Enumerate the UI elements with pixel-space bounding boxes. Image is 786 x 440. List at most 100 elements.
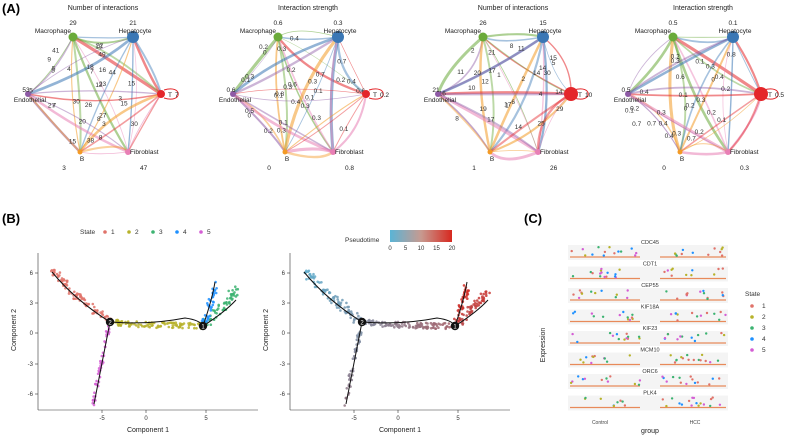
cell-point xyxy=(312,273,315,276)
edge-label: 0.2 xyxy=(707,109,716,116)
edge-label: 14 xyxy=(555,89,563,96)
cell-point xyxy=(81,298,84,301)
edge-label: 0.7 xyxy=(337,59,346,66)
state-legend-item-5: 5 xyxy=(199,229,211,236)
expression-point xyxy=(681,403,683,405)
edge-label: 0.1 xyxy=(695,59,704,66)
cell-point xyxy=(53,271,56,274)
panel-label-b: (B) xyxy=(2,211,20,226)
edge-label: 5 xyxy=(52,65,56,72)
pseudotime-legend-title: Pseudotime xyxy=(345,237,380,244)
cell-point xyxy=(191,323,194,326)
svg-text:2: 2 xyxy=(135,229,139,236)
node-value: 0.6 xyxy=(273,20,282,27)
panel-a-networks: Number of interactions412682716915202738… xyxy=(14,5,785,172)
cell-point xyxy=(210,306,213,309)
network-2: Interaction strength0.70.40.30.30.30.20.… xyxy=(219,5,390,172)
edge-label: 0.2 xyxy=(264,128,273,135)
expression-point xyxy=(627,289,629,291)
cell-point xyxy=(93,391,96,394)
expression-point xyxy=(618,269,620,271)
cell-point xyxy=(339,309,342,312)
expression-point xyxy=(687,359,689,361)
expression-point xyxy=(685,383,687,385)
cell-point xyxy=(480,293,483,296)
expression-point xyxy=(591,312,593,314)
expression-point xyxy=(600,268,602,270)
cell-point xyxy=(393,326,396,329)
y-tick: -6 xyxy=(280,392,286,398)
cell-point xyxy=(188,324,191,327)
cell-point xyxy=(336,298,339,301)
edge-label: 30 xyxy=(543,70,551,77)
expression-point xyxy=(594,292,596,294)
cell-point xyxy=(467,293,470,296)
cell-point xyxy=(485,290,488,293)
expression-point xyxy=(615,296,617,298)
cell-point xyxy=(187,326,190,329)
expression-point xyxy=(699,359,701,361)
expression-point xyxy=(576,341,578,343)
expression-point xyxy=(661,376,663,378)
edge-label: 0.4 xyxy=(715,74,724,81)
network-edge xyxy=(680,144,728,152)
cell-point xyxy=(473,300,476,303)
node-value: 26 xyxy=(479,20,487,27)
cell-point xyxy=(433,322,436,325)
network-edge xyxy=(80,152,128,154)
x-tick: -5 xyxy=(351,416,357,422)
edge-label: 0.4 xyxy=(640,89,649,96)
edge-label: 9 xyxy=(47,57,51,64)
expression-point xyxy=(601,379,603,381)
pseudo-branch-point-1: 1 xyxy=(451,322,459,331)
network-edge xyxy=(680,152,728,154)
edge-label: 21 xyxy=(488,50,496,57)
node-value: 15 xyxy=(539,20,547,27)
state-legend-item-3: 3 xyxy=(151,229,163,236)
expression-point xyxy=(578,297,580,299)
cell-point xyxy=(164,323,167,326)
node-label: B xyxy=(680,156,684,163)
cell-point xyxy=(417,324,420,327)
svg-text:4: 4 xyxy=(183,229,187,236)
cell-point xyxy=(84,299,87,302)
gene-row-plk4: PLK4 xyxy=(568,391,728,411)
expression-xlabel: group xyxy=(641,428,659,435)
network-edge xyxy=(73,37,133,38)
cell-point xyxy=(476,299,479,302)
x-tick: 5 xyxy=(204,416,208,422)
edge-label: 25 xyxy=(537,120,545,127)
edge-label: 20 xyxy=(79,119,87,126)
expression-point xyxy=(584,397,586,399)
cell-point xyxy=(479,301,482,304)
expression-point xyxy=(691,378,693,380)
cell-point xyxy=(159,325,162,328)
cell-point xyxy=(93,306,96,309)
cell-point xyxy=(235,288,238,291)
node-value: 26 xyxy=(550,165,558,172)
group-label-hcc: HCC xyxy=(690,420,701,426)
cell-point xyxy=(170,322,173,325)
edge-label: 7 xyxy=(52,103,56,110)
node-label: Hepatocyte xyxy=(719,28,752,35)
cell-point xyxy=(105,330,108,333)
expression-point xyxy=(639,379,641,381)
expression-point xyxy=(625,337,627,339)
expression-point xyxy=(618,338,620,340)
cell-point xyxy=(210,323,213,326)
expression-point xyxy=(690,375,692,377)
network-edge xyxy=(728,94,761,152)
cell-point xyxy=(231,289,234,292)
expression-point xyxy=(699,291,701,293)
expression-point xyxy=(686,294,688,296)
pseudotime-tick: 0 xyxy=(388,246,392,252)
expression-point xyxy=(706,298,708,300)
cell-point xyxy=(97,370,100,373)
gene-row-cdt1: CDT1 xyxy=(568,262,728,282)
expression-point xyxy=(572,275,574,277)
x-tick: 5 xyxy=(456,416,460,422)
expression-point xyxy=(713,313,715,315)
